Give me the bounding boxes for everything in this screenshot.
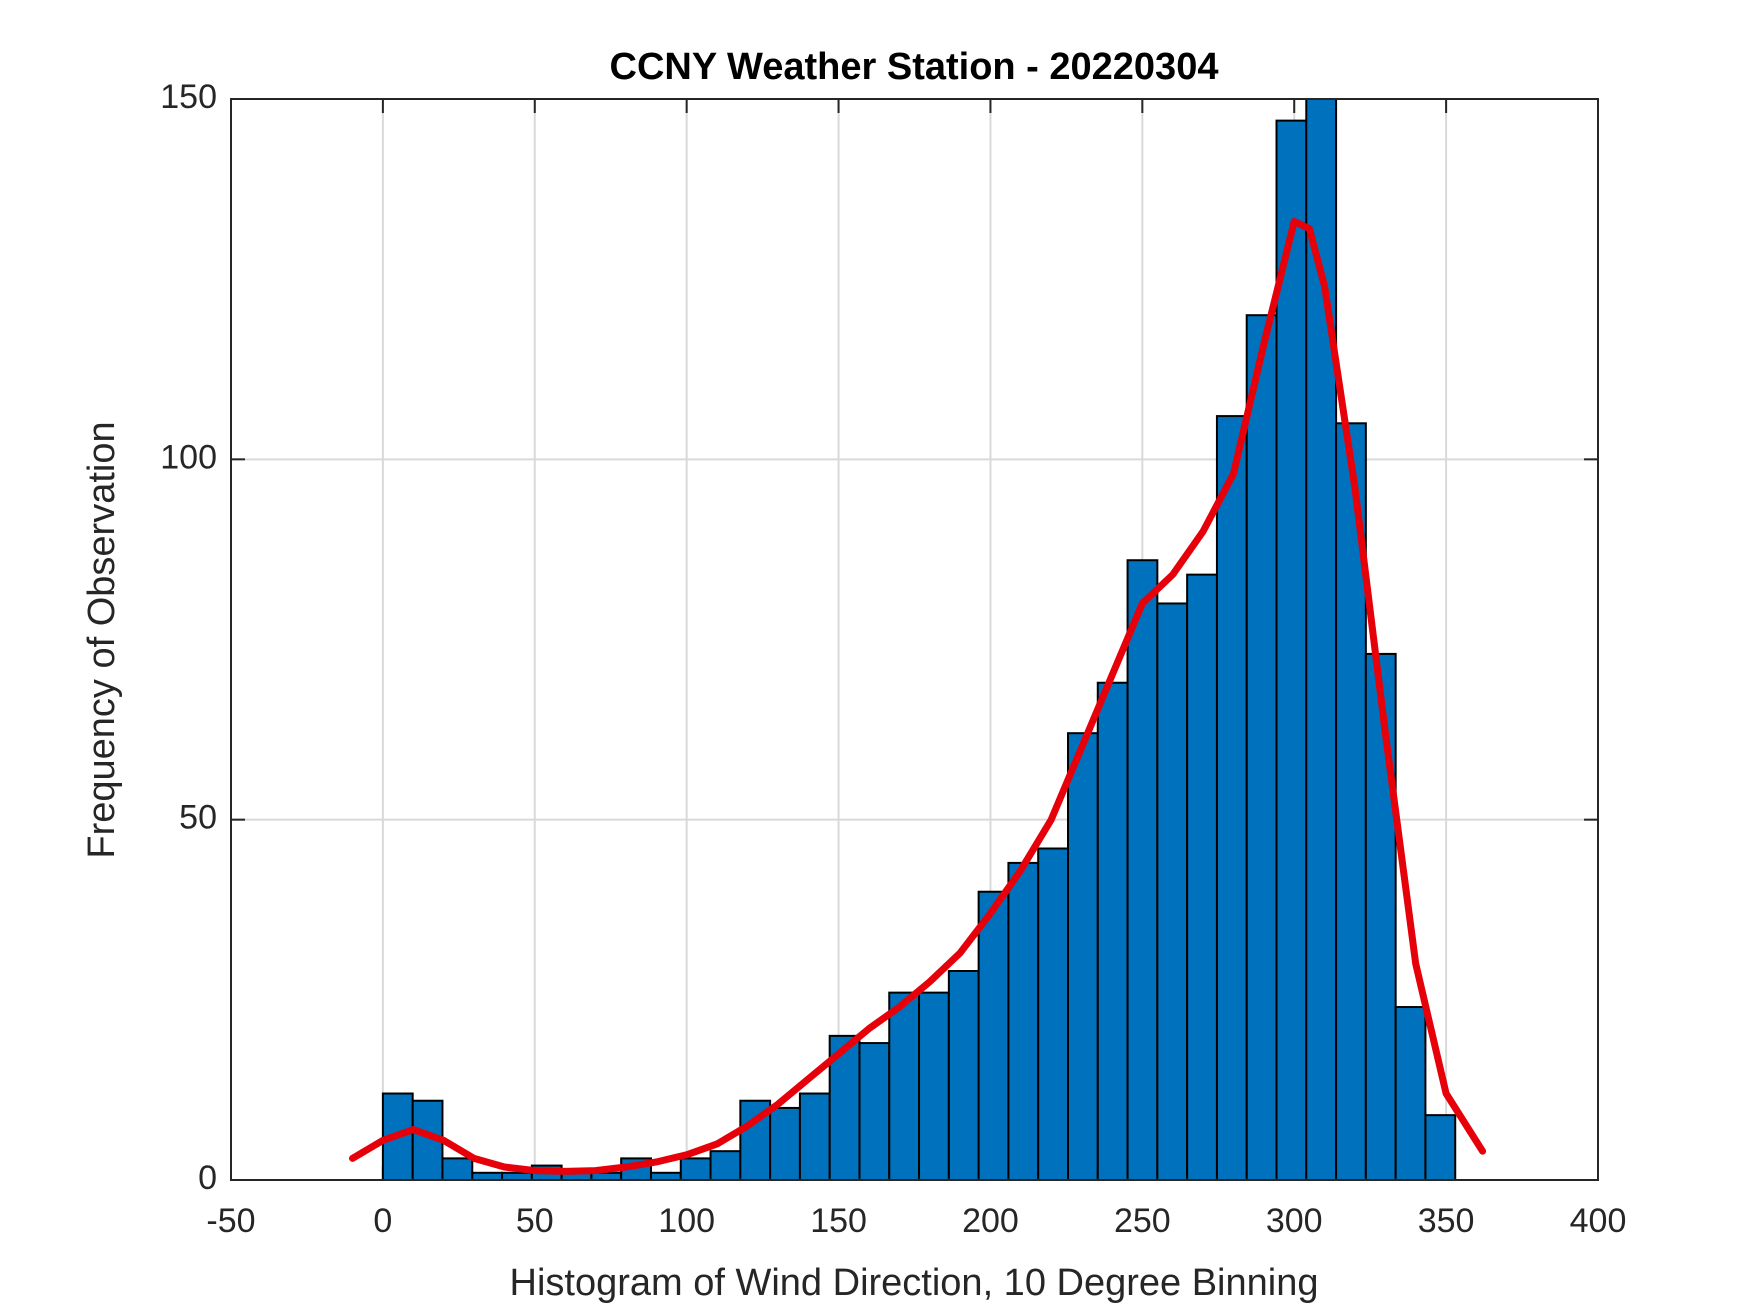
bar (1215, 415, 1248, 1181)
x-tick-label: 300 (1266, 1202, 1323, 1240)
bar (1364, 652, 1397, 1181)
y-tick-label: 50 (179, 799, 217, 837)
bar (1186, 573, 1218, 1181)
fit-line (349, 218, 1487, 1175)
chart-title: CCNY Weather Station - 20220304 (610, 46, 1219, 88)
y-tick-label: 100 (160, 438, 217, 476)
bar (1096, 681, 1129, 1181)
bar (1037, 847, 1069, 1181)
y-tick-label: 150 (160, 78, 217, 116)
bar (1126, 559, 1159, 1181)
x-tick-label: 150 (810, 1202, 867, 1240)
bar (679, 1157, 712, 1182)
x-axis-label: Histogram of Wind Direction, 10 Degree B… (510, 1262, 1319, 1304)
bar (977, 890, 1010, 1181)
bar (1007, 861, 1040, 1181)
y-axis-label: Frequency of Observation (81, 421, 123, 858)
bar (769, 1106, 801, 1182)
bar (858, 1042, 891, 1182)
bar (441, 1157, 474, 1182)
bar (888, 991, 921, 1181)
x-tick-label: 350 (1418, 1202, 1475, 1240)
x-tick-label: 200 (962, 1202, 1019, 1240)
x-tick-label: -50 (206, 1202, 255, 1240)
bar (798, 1092, 831, 1182)
x-tick-label: 50 (516, 1202, 554, 1240)
bar (1156, 602, 1189, 1181)
bar (1245, 314, 1278, 1181)
bar (918, 991, 950, 1181)
bar (471, 1171, 504, 1182)
bar (947, 970, 980, 1181)
bar (709, 1150, 742, 1182)
bar (501, 1171, 533, 1182)
bar (649, 1171, 682, 1182)
x-tick-label: 250 (1114, 1202, 1171, 1240)
x-tick-label: 100 (658, 1202, 715, 1240)
x-tick-label: 0 (373, 1202, 392, 1240)
axes-box (230, 98, 1599, 1181)
bar (1394, 1006, 1427, 1181)
bar (1424, 1114, 1457, 1182)
bar (1275, 119, 1308, 1182)
bar (1066, 732, 1099, 1181)
y-tick-label: 0 (198, 1159, 217, 1197)
x-tick-label: 400 (1570, 1202, 1627, 1240)
